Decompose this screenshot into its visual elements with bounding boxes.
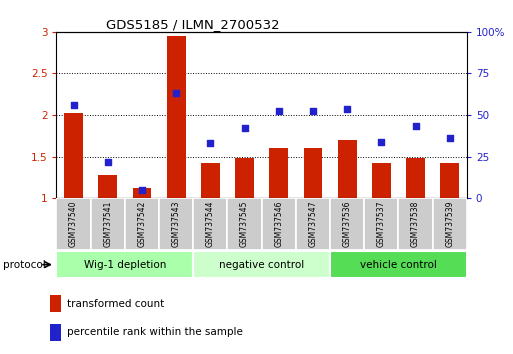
Text: GSM737541: GSM737541 xyxy=(103,201,112,247)
Bar xyxy=(227,198,262,250)
Bar xyxy=(330,251,467,278)
Point xyxy=(309,108,317,114)
Bar xyxy=(159,198,193,250)
Bar xyxy=(296,198,330,250)
Bar xyxy=(167,36,186,198)
Bar xyxy=(132,188,151,198)
Bar xyxy=(91,198,125,250)
Text: GSM737545: GSM737545 xyxy=(240,201,249,247)
Point xyxy=(411,123,420,129)
Bar xyxy=(193,198,227,250)
Point xyxy=(206,140,214,145)
Point xyxy=(446,136,454,141)
Text: vehicle control: vehicle control xyxy=(360,259,437,270)
Bar xyxy=(201,163,220,198)
Bar xyxy=(269,148,288,198)
Bar xyxy=(98,175,117,198)
Bar xyxy=(193,251,330,278)
Point xyxy=(69,102,77,108)
Bar xyxy=(64,113,83,198)
Bar xyxy=(235,158,254,198)
Text: negative control: negative control xyxy=(219,259,304,270)
Text: protocol: protocol xyxy=(3,259,45,270)
Bar xyxy=(338,140,357,198)
Point xyxy=(343,107,351,112)
Point xyxy=(241,126,249,131)
Bar xyxy=(432,198,467,250)
Bar xyxy=(50,324,61,341)
Text: GSM737544: GSM737544 xyxy=(206,201,215,247)
Point xyxy=(172,90,180,96)
Point xyxy=(104,160,112,165)
Text: GSM737542: GSM737542 xyxy=(137,201,146,247)
Bar xyxy=(56,251,193,278)
Text: GSM737539: GSM737539 xyxy=(445,201,454,247)
Text: GDS5185 / ILMN_2700532: GDS5185 / ILMN_2700532 xyxy=(106,18,279,31)
Bar xyxy=(50,295,61,312)
Bar xyxy=(262,198,296,250)
Bar xyxy=(125,198,159,250)
Bar xyxy=(364,198,399,250)
Bar xyxy=(330,198,364,250)
Text: GSM737546: GSM737546 xyxy=(274,201,283,247)
Bar xyxy=(399,198,432,250)
Point xyxy=(377,139,385,144)
Bar xyxy=(372,163,391,198)
Text: GSM737547: GSM737547 xyxy=(308,201,318,247)
Bar xyxy=(440,163,459,198)
Text: Wig-1 depletion: Wig-1 depletion xyxy=(84,259,166,270)
Bar xyxy=(304,148,322,198)
Text: transformed count: transformed count xyxy=(67,298,165,309)
Text: GSM737543: GSM737543 xyxy=(172,201,181,247)
Point xyxy=(274,108,283,114)
Text: GSM737537: GSM737537 xyxy=(377,201,386,247)
Text: GSM737536: GSM737536 xyxy=(343,201,351,247)
Bar xyxy=(406,158,425,198)
Text: GSM737540: GSM737540 xyxy=(69,201,78,247)
Point xyxy=(138,187,146,193)
Text: GSM737538: GSM737538 xyxy=(411,201,420,247)
Text: percentile rank within the sample: percentile rank within the sample xyxy=(67,327,243,337)
Bar xyxy=(56,198,91,250)
